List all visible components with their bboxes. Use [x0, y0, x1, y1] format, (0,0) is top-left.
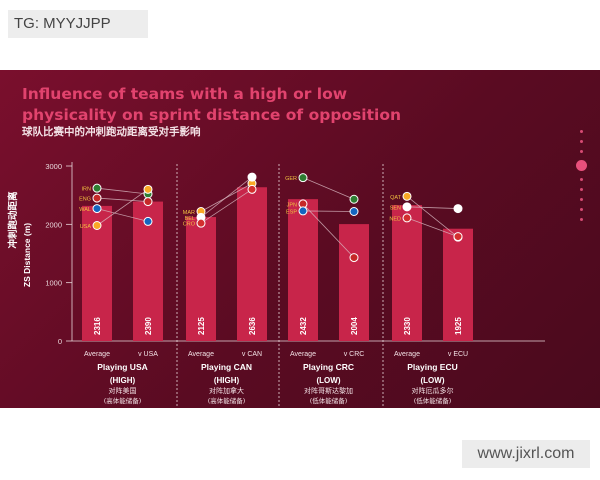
- team-connector: [200, 189, 253, 224]
- flag-marker: [92, 193, 102, 203]
- team-connector: [302, 210, 355, 212]
- group-label-cn: 对阵哥斯达黎加: [304, 386, 353, 395]
- x-tick-label: Average: [394, 351, 420, 358]
- bar-average: [186, 217, 216, 341]
- team-code-label: QAT: [390, 195, 402, 201]
- group-sublabel-cn: (低体能储备): [310, 396, 348, 405]
- bar-v-can: [237, 187, 267, 341]
- team-code-label: BEL: [185, 216, 195, 222]
- flag-marker: [143, 197, 153, 207]
- flag-marker: [453, 232, 463, 242]
- team-connector: [302, 203, 355, 258]
- y-axis-label-cn: 冲刺跑动距离: [7, 191, 19, 249]
- group-label-cn: 对阵加拿大: [209, 386, 244, 395]
- source-tag: TG: MYYJJPP: [8, 10, 148, 38]
- x-tick-label: v CRC: [344, 351, 365, 358]
- team-connector: [200, 176, 253, 218]
- y-tick-label: 2000: [45, 220, 62, 229]
- y-axis-label: ZS Distance (m): [22, 223, 32, 287]
- x-tick-label: Average: [84, 351, 110, 358]
- team-code-label: NED: [389, 216, 401, 222]
- team-code-label: WAL: [79, 207, 91, 213]
- team-code-label: JPN: [287, 202, 297, 208]
- flag-marker: [143, 216, 153, 226]
- team-connector: [406, 206, 459, 209]
- y-tick-label: 1000: [45, 279, 62, 288]
- group-title: Playing CRC: [303, 362, 354, 372]
- flag-marker: [92, 183, 102, 193]
- bar-value-label: 2004: [350, 317, 359, 335]
- group-title: Playing USA: [97, 362, 148, 372]
- team-code-label: ESP: [286, 209, 297, 215]
- team-code-label: IRN: [82, 187, 92, 193]
- bar-average: [392, 205, 422, 341]
- chart-subtitle: 球队比赛中的冲刺跑动距离受对手影响: [22, 126, 201, 138]
- bar-value-label: 2390: [144, 317, 153, 335]
- x-tick-label: Average: [188, 351, 214, 358]
- bar-value-label: 2125: [197, 317, 206, 335]
- team-connector: [406, 196, 459, 238]
- team-connector: [96, 208, 149, 222]
- flag-marker: [402, 202, 412, 212]
- flag-marker: [298, 173, 308, 183]
- x-tick-label: v ECU: [448, 351, 468, 358]
- flag-marker: [402, 191, 412, 201]
- group-title: Playing CAN: [201, 362, 252, 372]
- group-title: Playing ECU: [407, 362, 458, 372]
- bar-value-label: 2316: [93, 317, 102, 335]
- flag-marker: [196, 218, 206, 228]
- team-code-label: SEN: [390, 205, 401, 211]
- flag-marker: [402, 213, 412, 223]
- group-level: (LOW): [421, 376, 445, 385]
- group-level: (HIGH): [214, 376, 240, 385]
- bar-value-label: 2432: [299, 317, 308, 335]
- flag-marker: [247, 184, 257, 194]
- team-connector: [96, 197, 149, 202]
- flag-marker: [92, 204, 102, 214]
- group-level: (HIGH): [110, 376, 136, 385]
- team-connector: [96, 189, 149, 226]
- x-tick-label: v USA: [138, 351, 158, 358]
- flag-marker: [298, 206, 308, 216]
- group-label-cn: 对阵美国: [109, 386, 137, 395]
- team-connector: [302, 177, 355, 200]
- x-tick-label: v CAN: [242, 351, 262, 358]
- group-sublabel-cn: (高体能储备): [104, 396, 142, 405]
- group-sublabel-cn: (低体能储备): [414, 396, 452, 405]
- team-code-label: USA: [80, 224, 92, 230]
- flag-marker: [143, 184, 153, 194]
- team-connector: [96, 187, 149, 195]
- flag-marker: [349, 253, 359, 263]
- flag-marker: [349, 194, 359, 204]
- group-label-cn: 对阵厄瓜多尔: [412, 386, 454, 395]
- team-connector: [406, 217, 459, 237]
- team-code-label: ENG: [79, 197, 91, 203]
- flag-marker: [453, 204, 463, 214]
- watermark: www.jixrl.com: [462, 440, 590, 468]
- bar-average: [288, 199, 318, 341]
- bar-value-label: 2330: [403, 317, 412, 335]
- flag-marker: [247, 172, 257, 182]
- x-tick-label: Average: [290, 351, 316, 358]
- bar-v-ecu: [443, 228, 473, 341]
- y-tick-label: 3000: [45, 162, 62, 171]
- decorative-dots: [575, 130, 587, 228]
- chart-title: Influence of teams with a high or low ph…: [22, 85, 402, 124]
- flag-marker: [349, 207, 359, 216]
- bar-value-label: 2636: [248, 317, 257, 335]
- bar-value-label: 1925: [454, 317, 463, 335]
- flag-marker: [92, 221, 102, 230]
- team-code-label: MAR: [183, 210, 195, 216]
- team-code-label: CRO: [183, 222, 196, 228]
- y-tick-label: 0: [58, 337, 62, 346]
- bar-v-crc: [339, 224, 369, 341]
- group-sublabel-cn: (高体能储备): [208, 396, 246, 405]
- group-level: (LOW): [317, 376, 341, 385]
- team-code-label: GER: [285, 176, 297, 182]
